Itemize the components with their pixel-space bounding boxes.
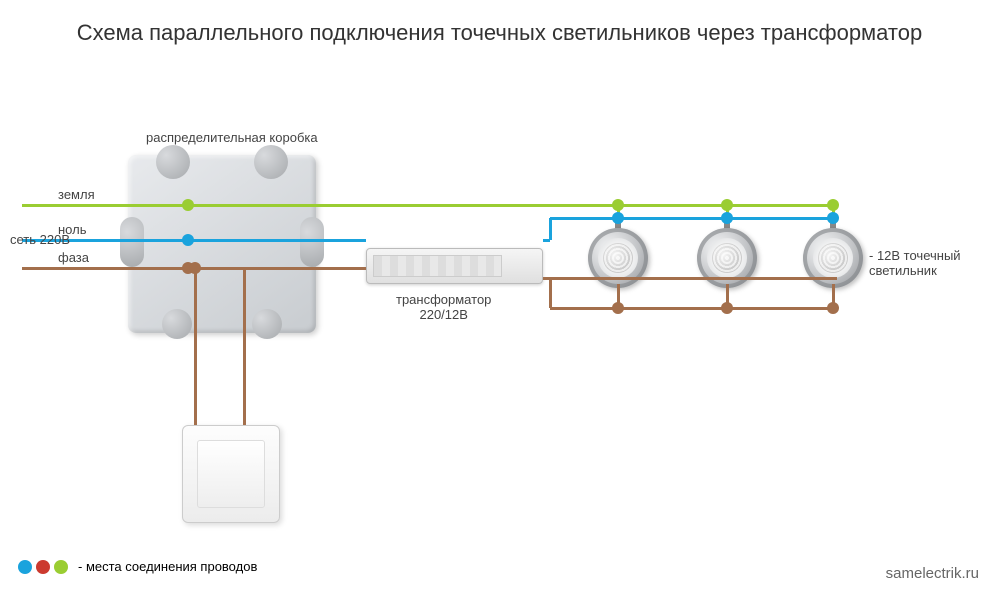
legend-dot-red (36, 560, 50, 574)
switch-indicator-led (223, 496, 239, 500)
junction-box-label: распределительная коробка (146, 130, 318, 145)
spotlight-label: - 12В точечный светильник (869, 248, 999, 278)
junction-box (128, 155, 316, 333)
transformer-label: трансформатор 220/12В (396, 292, 491, 322)
phase-wire-label: фаза (58, 250, 89, 265)
transformer (366, 248, 543, 284)
mains-label: сеть 220В (0, 232, 70, 247)
legend-dot-ground (54, 560, 68, 574)
wiring-diagram: распределительная коробка трансформатор … (0, 0, 999, 600)
legend: - места соединения проводов (18, 559, 257, 574)
legend-text: - места соединения проводов (78, 559, 257, 574)
source-attribution: samelectrik.ru (886, 565, 979, 582)
ground-wire-label: земля (58, 187, 95, 202)
legend-dot-neutral (18, 560, 32, 574)
wall-switch (182, 425, 280, 523)
